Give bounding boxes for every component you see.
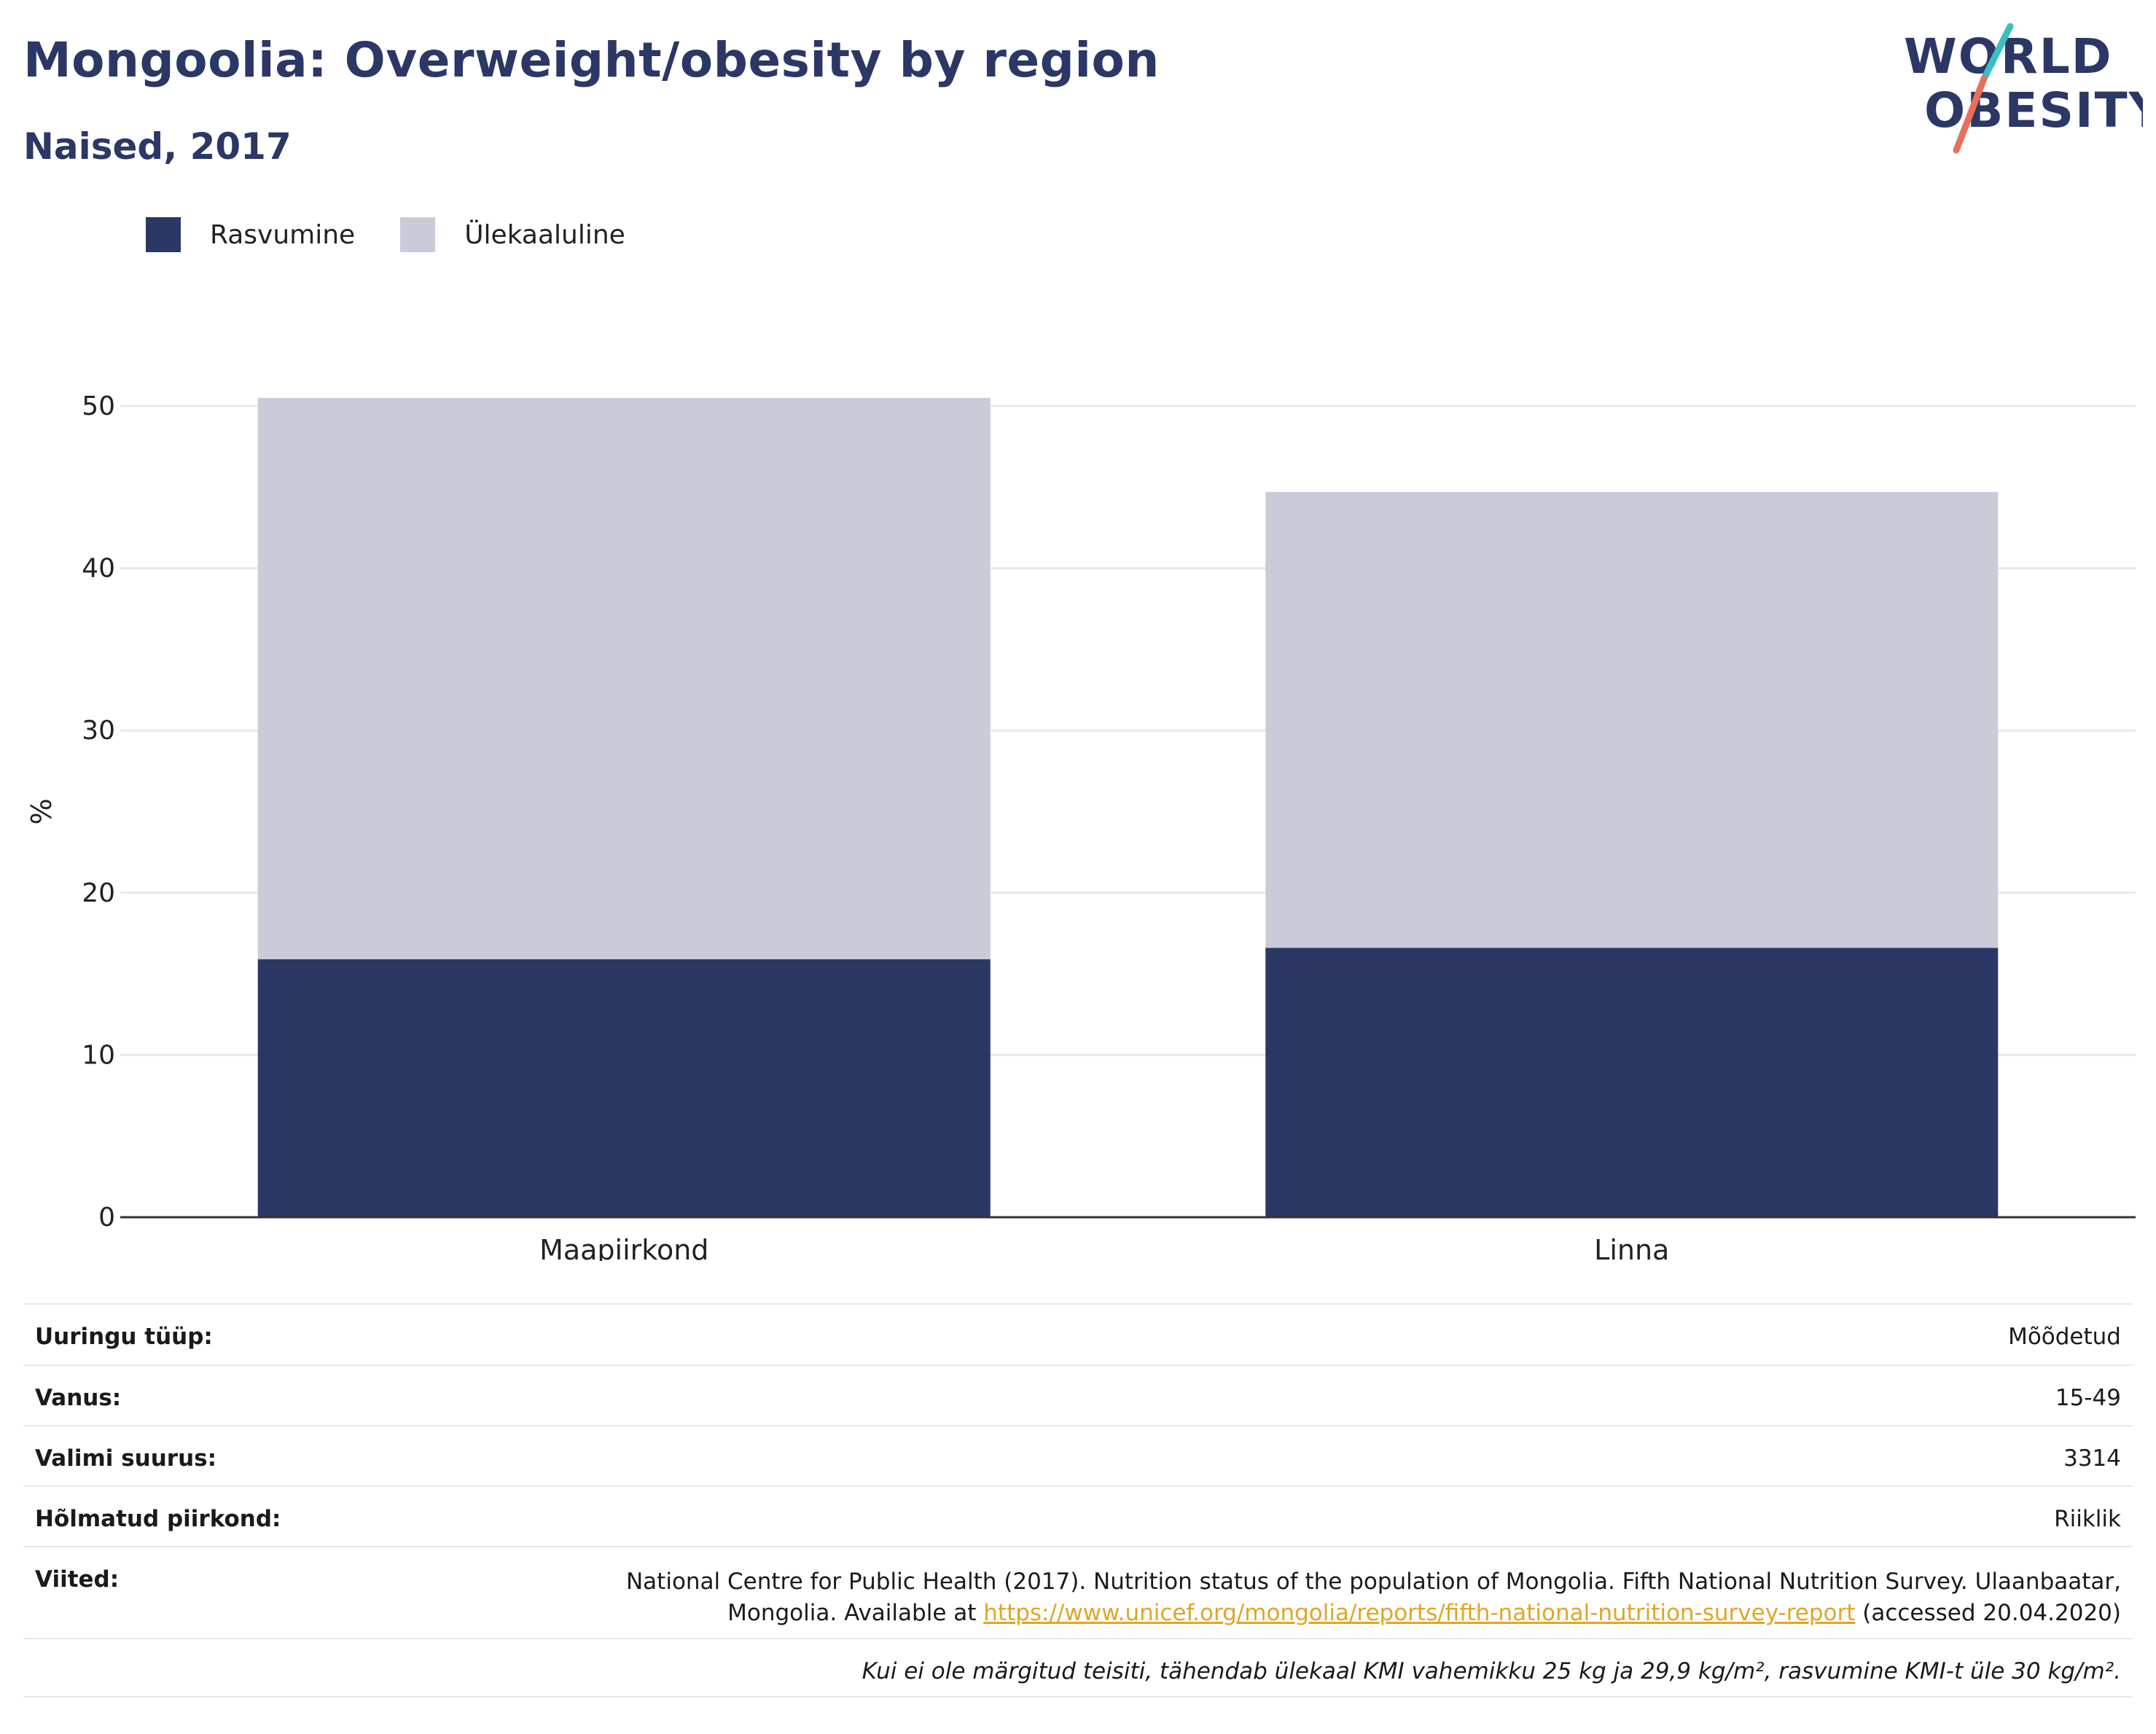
y-tick-label: 0 [98, 1203, 115, 1233]
reference-line-2-suffix: (accessed 20.04.2020) [1855, 1600, 2121, 1626]
legend-label-obesity: Rasvumine [210, 219, 356, 250]
info-row-references: Viited: National Centre for Public Healt… [23, 1546, 2133, 1638]
info-label: Valimi suurus: [35, 1445, 216, 1472]
info-value: Mõõdetud [2008, 1324, 2121, 1350]
bar-obesity-maapiirkond [257, 959, 991, 1217]
chart-subtitle: Naised, 2017 [23, 125, 292, 168]
legend-item-obesity: Rasvumine [146, 217, 355, 252]
chart-legend: Rasvumine Ülekaaluline [146, 217, 671, 252]
info-value: 15-49 [2055, 1385, 2121, 1411]
bars [257, 397, 1999, 1217]
legend-swatch-obesity [146, 217, 181, 252]
stacked-bar-chart: 0 10 20 30 40 50 Maapiirkond Linna% [26, 391, 2136, 1261]
info-label: Hõlmatud piirkond: [35, 1506, 281, 1532]
bar-overweight-linna [1265, 491, 1999, 948]
y-axis-label: % [26, 798, 58, 824]
bar-overweight-maapiirkond [257, 397, 991, 960]
survey-info-table: Uuringu tüüp: Mõõdetud Vanus: 15-49 Vali… [23, 1303, 2133, 1698]
chart-title: Mongoolia: Overweight/obesity by region [23, 32, 1160, 88]
svg-text:OBESITY: OBESITY [1924, 82, 2143, 138]
info-row-sample-size: Valimi suurus: 3314 [23, 1425, 2133, 1485]
x-tick-label: Linna [1594, 1234, 1669, 1261]
y-tick-label: 20 [82, 878, 115, 908]
info-row-survey-type: Uuringu tüüp: Mõõdetud [23, 1303, 2133, 1364]
x-tick-label: Maapiirkond [539, 1234, 708, 1261]
reference-line-2-prefix: Mongolia. Available at [727, 1600, 984, 1626]
reference-link[interactable]: https://www.unicef.org/mongolia/reports/… [983, 1600, 1856, 1626]
info-value: Riiklik [2054, 1506, 2121, 1532]
reference-line-1: National Centre for Public Health (2017)… [625, 1569, 2121, 1595]
y-tick-label: 10 [82, 1040, 115, 1070]
legend-swatch-overweight [400, 217, 436, 252]
info-label: Uuringu tüüp: [35, 1324, 213, 1350]
y-tick-label: 50 [82, 391, 115, 421]
info-label: Vanus: [35, 1385, 122, 1411]
reference-text: National Centre for Public Health (2017)… [445, 1566, 2121, 1629]
bar-obesity-linna [1265, 948, 1999, 1217]
info-value: 3314 [2063, 1445, 2121, 1472]
definition-note: Kui ei ole märgitud teisiti, tähendab ül… [23, 1638, 2133, 1698]
axes: 0 10 20 30 40 50 Maapiirkond Linna% [26, 391, 2136, 1261]
info-label: Viited: [35, 1566, 120, 1593]
legend-item-overweight: Ülekaaluline [400, 217, 625, 252]
legend-label-overweight: Ülekaaluline [464, 219, 625, 250]
info-row-age: Vanus: 15-49 [23, 1364, 2133, 1425]
y-tick-label: 30 [82, 716, 115, 746]
info-row-coverage: Hõlmatud piirkond: Riiklik [23, 1485, 2133, 1546]
y-tick-label: 40 [82, 554, 115, 584]
world-obesity-logo: WORLD OBESITY [1904, 23, 2143, 154]
